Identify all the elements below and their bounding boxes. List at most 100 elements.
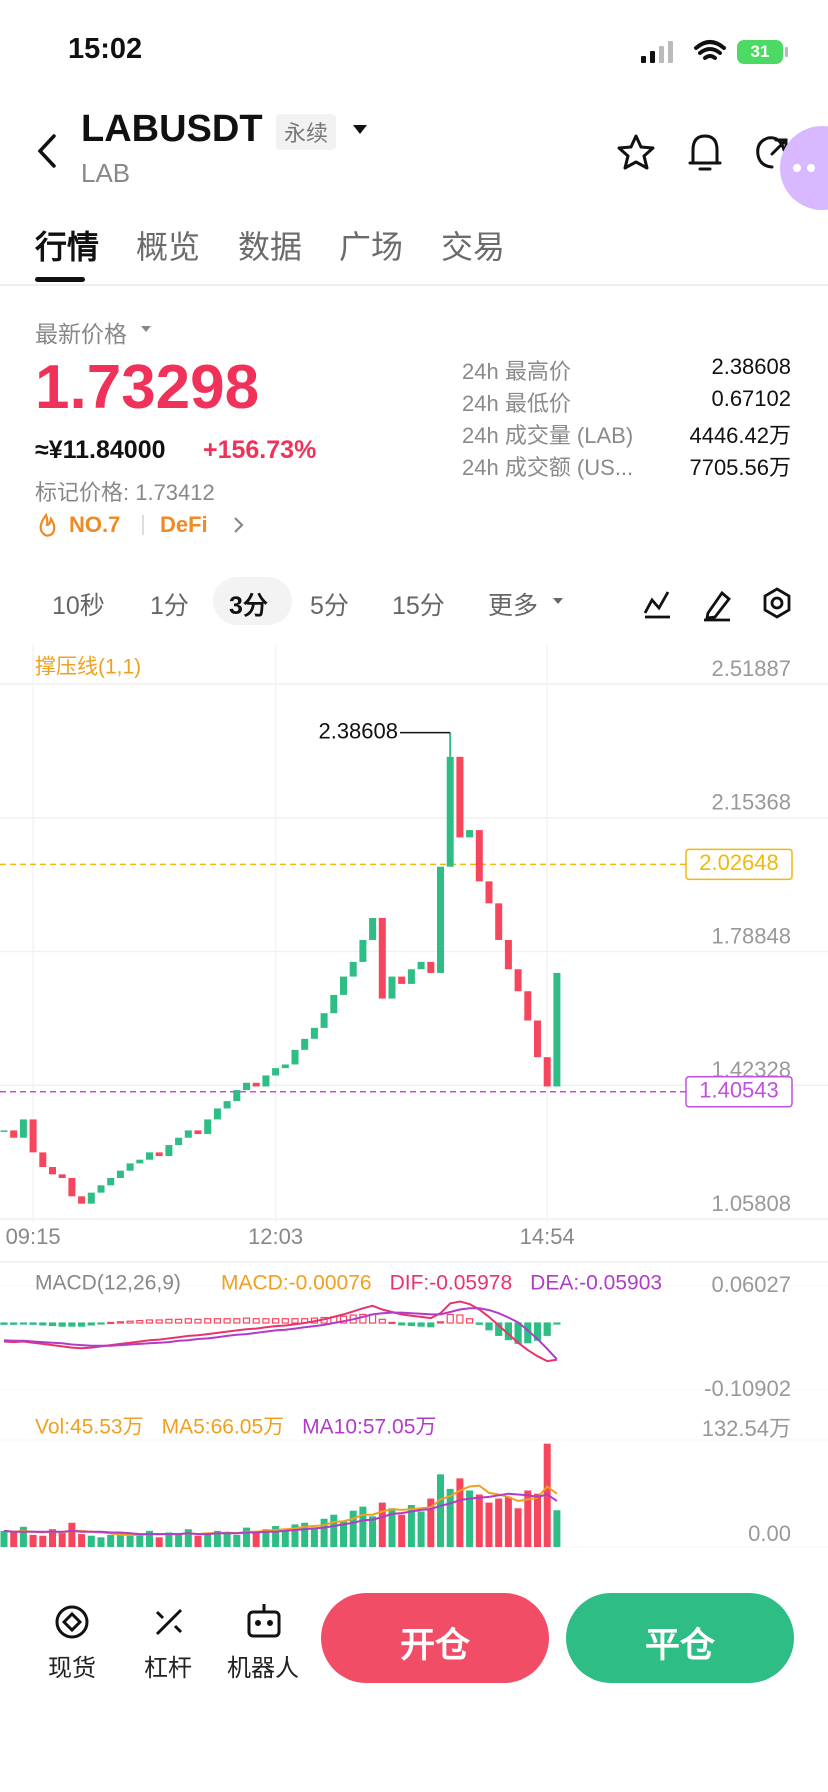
volume-bar [78, 1534, 86, 1547]
macd-bar [262, 1318, 270, 1324]
favorite-button[interactable] [617, 134, 655, 170]
fire-icon [39, 512, 56, 537]
x-tick-label: 14:54 [520, 1224, 575, 1249]
macd-bar [58, 1322, 66, 1327]
candle [272, 1068, 280, 1076]
indicator-line [3, 1300, 558, 1363]
macd-bar [107, 1321, 115, 1325]
candle [534, 1020, 541, 1058]
close-button[interactable] [566, 1593, 794, 1683]
macd-bar [291, 1318, 299, 1324]
macd-bar [10, 1322, 18, 1325]
candle [194, 1130, 202, 1135]
macd-bar [378, 1318, 386, 1324]
candle [330, 994, 338, 1014]
volume-bar [136, 1534, 144, 1547]
y-tick-label: 0.00 [748, 1521, 791, 1546]
high-label: 2.38608 [318, 718, 398, 743]
volume-bar [165, 1532, 173, 1547]
macd-bar [204, 1318, 212, 1324]
candle [466, 830, 474, 838]
macd-bar [417, 1322, 425, 1327]
rank[interactable]: NO.7 [69, 512, 121, 537]
candle [233, 1090, 241, 1102]
interval[interactable]: 5分 [310, 592, 349, 620]
nav-item[interactable]: 机器人 [227, 1655, 299, 1682]
macd-bar [436, 1321, 445, 1324]
volume-bar [107, 1534, 115, 1547]
price-line-tag [685, 848, 793, 881]
volume-bar [388, 1508, 396, 1547]
macd-bar [77, 1322, 86, 1327]
volume-bar [417, 1511, 425, 1547]
volume-bar [49, 1529, 56, 1547]
chevron[interactable] [234, 517, 244, 533]
tab[interactable]: 交易 [441, 229, 506, 265]
volume-bar [398, 1514, 406, 1547]
indicator-button[interactable] [643, 591, 670, 619]
y-tick-label: 132.54万 [702, 1416, 791, 1441]
macd-bar [97, 1322, 105, 1325]
candle [369, 917, 377, 940]
macd-bar [359, 1313, 367, 1324]
volume-bar [495, 1498, 503, 1547]
candle [184, 1130, 192, 1138]
volume-bar [340, 1521, 347, 1547]
y-tick-label: 1.05808 [711, 1191, 791, 1216]
interval[interactable]: 10秒 [52, 592, 105, 620]
open-label[interactable]: 开仓 [399, 1626, 470, 1665]
assistant-eye [807, 164, 815, 172]
volume-bar [39, 1535, 47, 1547]
candle [291, 1049, 299, 1065]
macd-bar [136, 1319, 144, 1324]
battery-level: 31 [750, 42, 770, 61]
candle [485, 881, 493, 904]
price-line-label: 2.02648 [699, 850, 779, 875]
macd-bar [398, 1322, 406, 1326]
volume-bar [155, 1537, 163, 1547]
tab[interactable]: 广场 [339, 229, 404, 265]
stat-label: 24h 最高价 [462, 359, 571, 384]
stat-value: 4446.42万 [689, 423, 791, 448]
interval[interactable]: 3分 [229, 592, 268, 620]
macd-bar [272, 1318, 280, 1324]
macd-label: DEA:-0.05903 [530, 1272, 662, 1295]
macd-bar [281, 1318, 289, 1324]
draw-button[interactable] [704, 590, 731, 622]
candle [19, 1119, 27, 1138]
interval[interactable]: 更多 [488, 592, 539, 620]
macd-bar [252, 1318, 260, 1324]
interval[interactable]: 1分 [150, 592, 189, 620]
close-label[interactable]: 平仓 [644, 1626, 715, 1665]
candle [10, 1130, 18, 1138]
nav-item[interactable]: 现货 [48, 1655, 96, 1682]
tab[interactable]: 行情 [35, 229, 100, 265]
price-label[interactable]: 最新价格 [35, 321, 127, 347]
volume-bar [369, 1516, 377, 1547]
tab[interactable]: 数据 [238, 229, 303, 265]
macd-bar [543, 1322, 551, 1336]
open-button[interactable] [321, 1593, 549, 1683]
nav-item[interactable]: 杠杆 [144, 1655, 192, 1682]
mark-price: 标记价格: 1.73412 [35, 480, 215, 505]
volume-bar [97, 1537, 105, 1547]
y-tick-label: -0.10902 [704, 1376, 791, 1401]
alert-button[interactable] [688, 134, 722, 171]
volume-bar [301, 1522, 309, 1547]
symbol[interactable]: LABUSDT [81, 108, 263, 150]
candle [524, 991, 532, 1021]
tab[interactable]: 概览 [136, 229, 201, 265]
settings-button[interactable] [763, 587, 791, 619]
candle [146, 1152, 153, 1160]
assistant-bubble[interactable] [780, 126, 828, 210]
back-button[interactable] [37, 134, 56, 168]
macd-bar [175, 1318, 183, 1324]
volume-bar [446, 1488, 454, 1547]
sector[interactable]: DeFi [160, 512, 208, 537]
interval-selected [213, 577, 292, 625]
status-time: 15:02 [68, 33, 143, 65]
volume-bar [204, 1534, 212, 1547]
macd-bar [388, 1321, 396, 1325]
interval[interactable]: 15分 [392, 592, 445, 620]
dropdown-icon[interactable] [353, 125, 367, 134]
